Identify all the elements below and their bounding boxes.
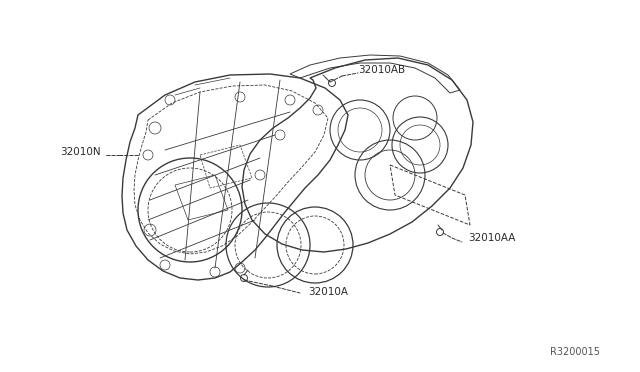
Text: 32010AB: 32010AB (358, 65, 405, 75)
Text: 32010A: 32010A (308, 287, 348, 297)
Text: 32010AA: 32010AA (468, 233, 515, 243)
Text: R3200015: R3200015 (550, 347, 600, 357)
Text: 32010N: 32010N (60, 147, 100, 157)
